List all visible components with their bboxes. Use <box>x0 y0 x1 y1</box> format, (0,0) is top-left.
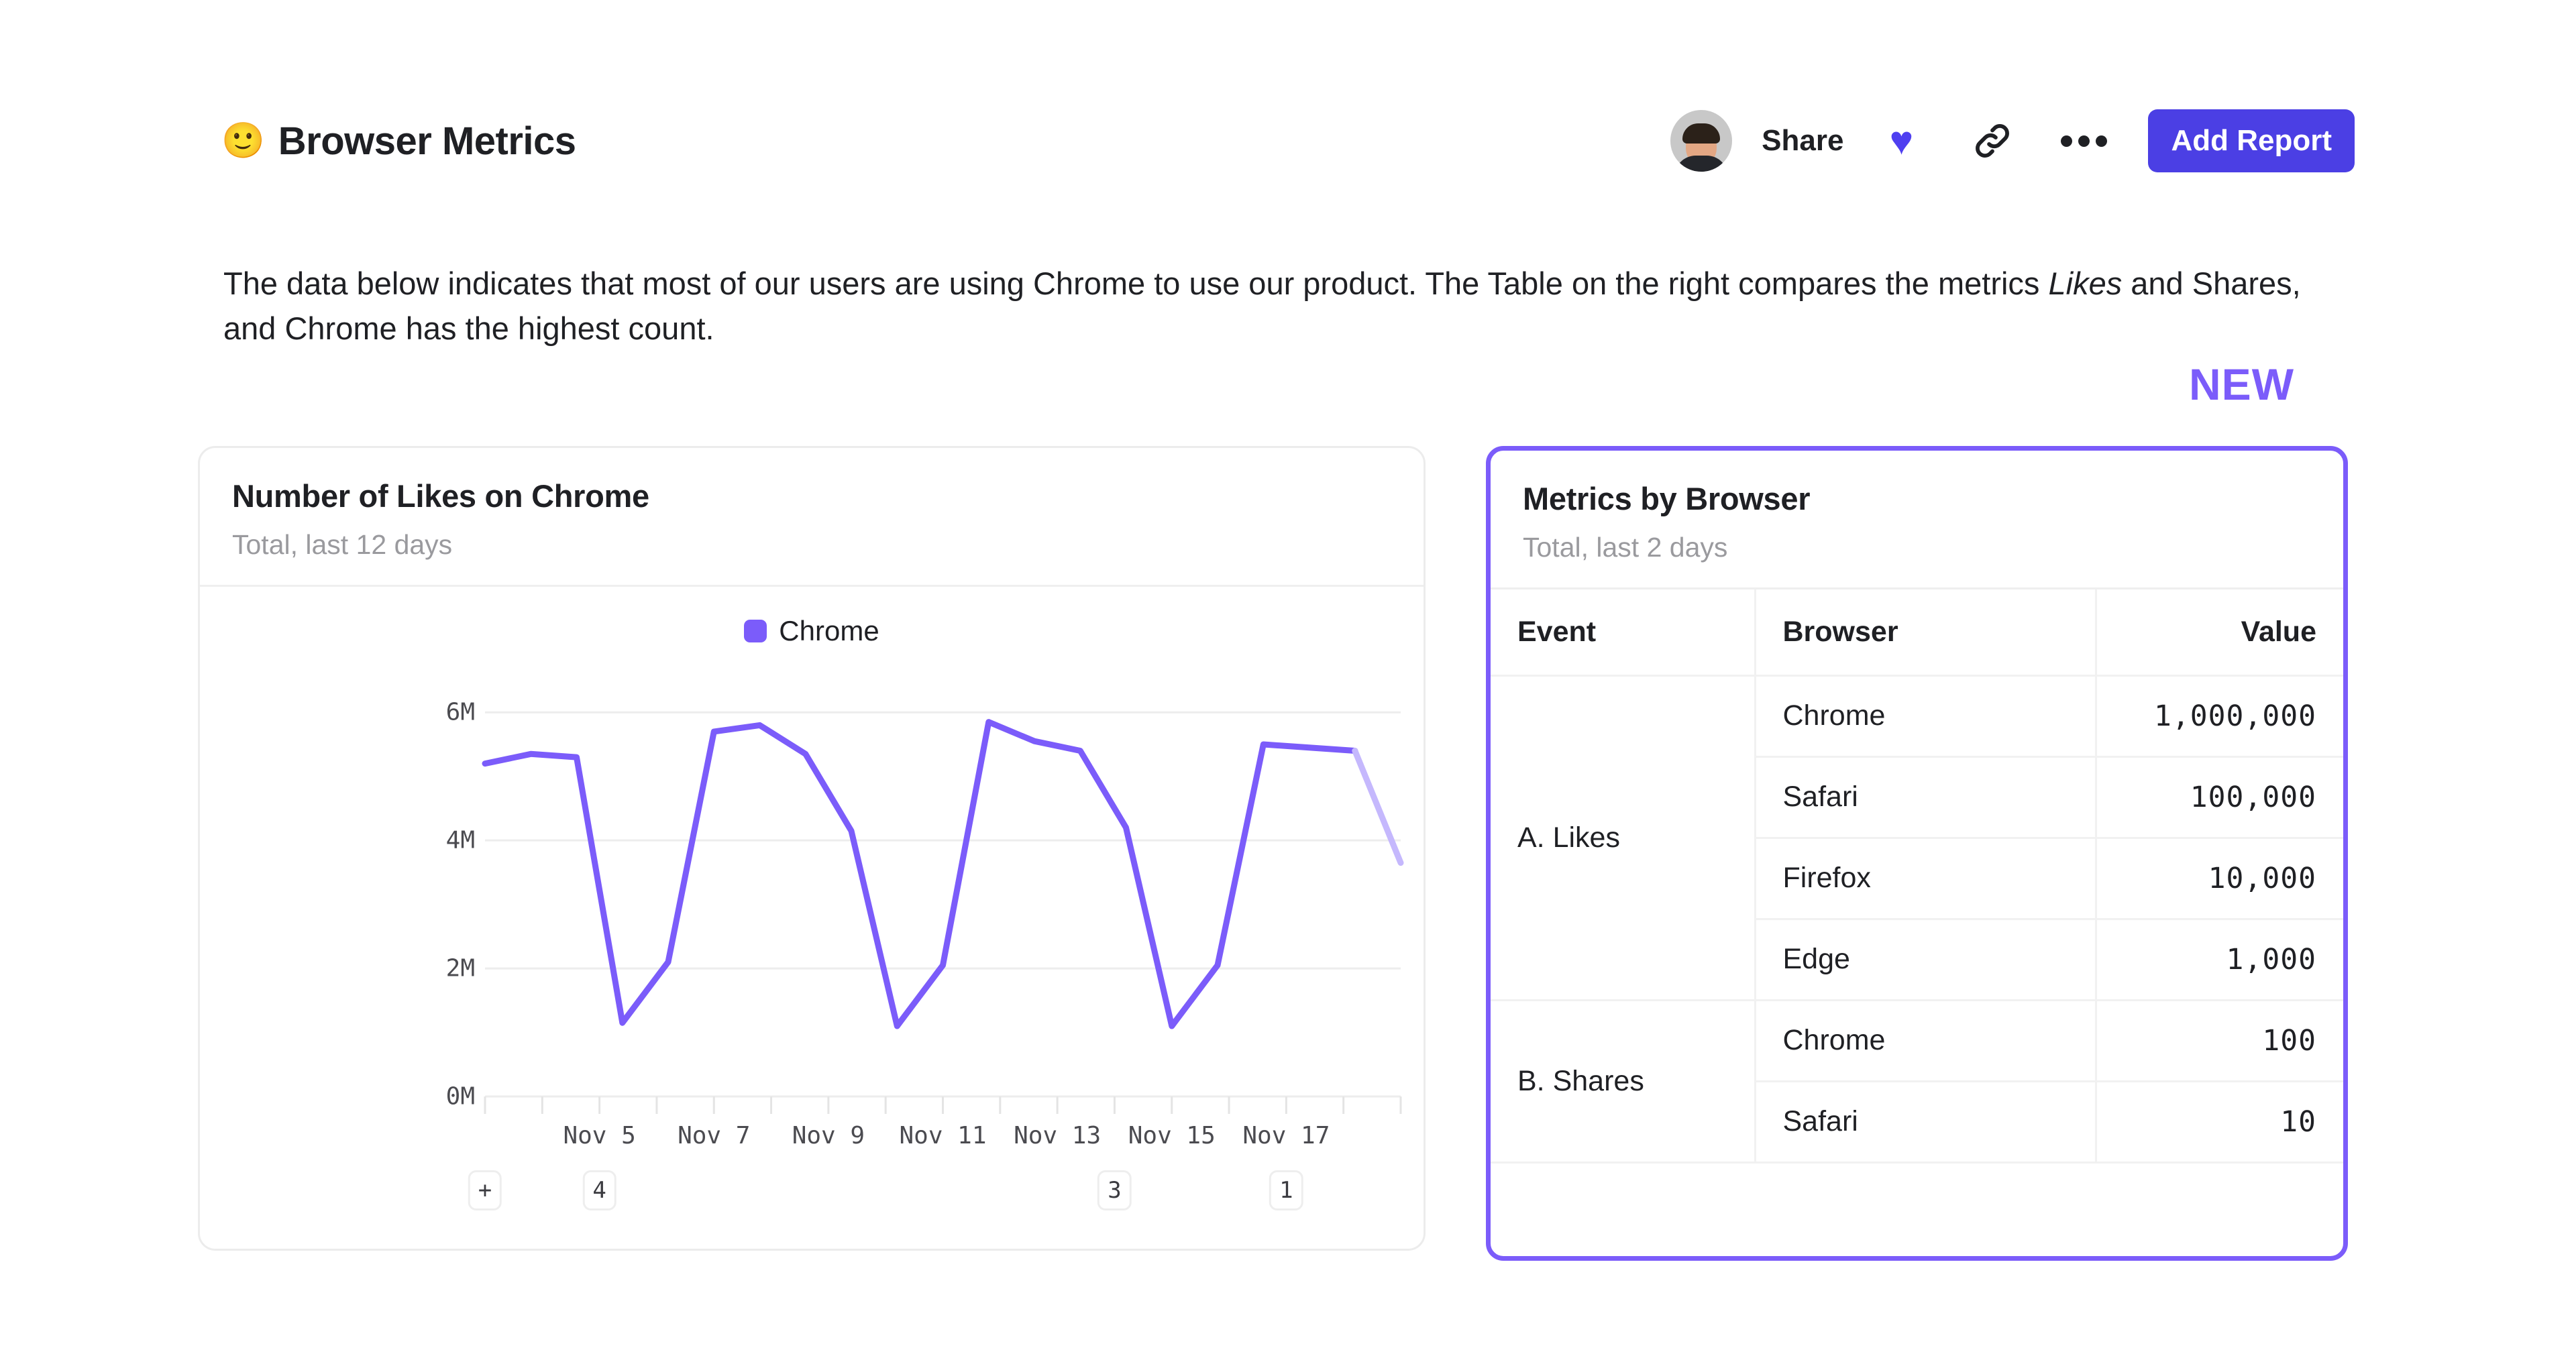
x-axis-tick-label: Nov 15 <box>1128 1122 1216 1149</box>
chart-legend[interactable]: Chrome <box>200 615 1424 647</box>
x-axis-tick-label: Nov 9 <box>792 1122 865 1149</box>
cell-value: 1,000,000 <box>2094 675 2343 758</box>
cell-browser: Safari <box>1754 1081 2096 1164</box>
cell-browser: Safari <box>1754 756 2096 839</box>
page-header: 🙂 Browser Metrics Share ♥ <box>221 101 2355 181</box>
chart-card-subtitle: Total, last 12 days <box>232 529 453 560</box>
like-button[interactable]: ♥ <box>1868 107 1935 174</box>
series-line-chrome <box>482 719 1358 1029</box>
series-line-chrome-projected <box>1352 748 1404 866</box>
x-axis-tick-label: Nov 17 <box>1242 1122 1330 1149</box>
column-header-browser[interactable]: Browser <box>1754 589 2096 677</box>
description-part-2: and Shares, and Chrome has the highest c… <box>223 266 2301 346</box>
y-axis-tick-label: 4M <box>445 826 475 854</box>
table-row[interactable]: B. Shares Chrome 100 <box>1491 1000 2343 1164</box>
x-axis-tick-label: Nov 11 <box>899 1122 987 1149</box>
report-description: The data below indicates that most of ou… <box>223 262 2316 351</box>
cell-browser: Firefox <box>1754 838 2096 920</box>
chart-plot: 0M 2M 4M 6M Nov 5 Nov 7 Nov 9 Nov 11 Nov 13 Nov 1… <box>200 587 1424 1210</box>
share-button[interactable]: Share <box>1762 124 1844 157</box>
cell-browser: Chrome <box>1754 1000 2096 1082</box>
metrics-table-card: Metrics by Browser Total, last 2 days Ev… <box>1486 446 2348 1261</box>
axis-chip[interactable]: + <box>468 1170 502 1210</box>
chart-card-divider <box>200 585 1424 587</box>
link-icon <box>1976 124 2010 158</box>
legend-label-chrome: Chrome <box>779 615 879 646</box>
table-row[interactable]: Edge 1,000 <box>1491 919 2343 1001</box>
avatar-hair <box>1682 123 1721 144</box>
y-axis-tick-label: 0M <box>445 1082 475 1111</box>
table-card-title: Metrics by Browser <box>1523 481 1811 516</box>
axis-chip[interactable]: 1 <box>1269 1170 1303 1210</box>
table-row[interactable]: Safari 10 <box>1491 1081 2343 1164</box>
cell-event: B. Shares <box>1491 1000 1755 1164</box>
table-header: Event Browser Value <box>1491 589 2343 677</box>
more-horizontal-icon <box>2060 135 2107 147</box>
x-axis-tick-label: Nov 13 <box>1014 1122 1102 1149</box>
avatar-body <box>1674 156 1729 172</box>
y-axis-tick-label: 6M <box>445 698 475 726</box>
table-row[interactable]: Safari 100,000 <box>1491 756 2343 839</box>
y-axis-tick-label: 2M <box>445 954 475 982</box>
cell-value: 100,000 <box>2094 756 2343 839</box>
header-actions: Share ♥ Add Report <box>1670 107 2355 174</box>
cell-event: A. Likes <box>1491 675 1755 1001</box>
x-axis-tick-label: Nov 5 <box>563 1122 636 1149</box>
column-header-value[interactable]: Value <box>2094 589 2343 677</box>
chart-area: Chrome 0M 2M 4M 6M Nov 5 Nov 7 Nov 9 Nov 11 Nov … <box>200 587 1424 1210</box>
x-axis-tick-label: Nov 7 <box>678 1122 751 1149</box>
smiley-face-icon: 🙂 <box>221 121 265 160</box>
metrics-table: Event Browser Value A. Likes Chrome 1,000,… <box>1491 589 2343 1164</box>
chart-card-title: Number of Likes on Chrome <box>232 478 649 514</box>
chart-card: Number of Likes on Chrome Total, last 12… <box>198 446 1426 1251</box>
table-row[interactable]: Firefox 10,000 <box>1491 838 2343 920</box>
cell-value: 100 <box>2094 1000 2343 1082</box>
table-card-header: Metrics by Browser Total, last 2 days <box>1491 451 2343 563</box>
new-badge: NEW <box>2189 359 2294 409</box>
table-row[interactable]: A. Likes Chrome 1,000,000 <box>1491 675 2343 1001</box>
table-header-row: Event Browser Value <box>1491 589 2343 677</box>
cell-value: 1,000 <box>2094 919 2343 1001</box>
description-part-1: The data below indicates that most of ou… <box>223 266 2049 301</box>
copy-link-button[interactable] <box>1959 107 2026 174</box>
heart-icon: ♥ <box>1889 118 1914 163</box>
title-group: 🙂 Browser Metrics <box>221 119 576 164</box>
cell-browser: Chrome <box>1754 675 2096 758</box>
legend-swatch-chrome <box>744 620 767 642</box>
chart-card-header: Number of Likes on Chrome Total, last 12… <box>200 448 1424 561</box>
cell-value: 10 <box>2094 1081 2343 1164</box>
table-card-subtitle: Total, last 2 days <box>1523 532 1728 563</box>
line-chart-svg <box>482 711 1404 1114</box>
cell-value: 10,000 <box>2094 838 2343 920</box>
axis-chip[interactable]: 3 <box>1097 1170 1132 1210</box>
description-emphasis: Likes <box>2048 266 2123 301</box>
add-report-button[interactable]: Add Report <box>2148 109 2355 172</box>
axis-chip[interactable]: 4 <box>582 1170 616 1210</box>
table-body: A. Likes Chrome 1,000,000 Safari 100,000 Fire… <box>1491 675 2343 1164</box>
avatar[interactable] <box>1670 110 1733 172</box>
table-card-divider <box>1491 587 2343 589</box>
cell-browser: Edge <box>1754 919 2096 1001</box>
column-header-event[interactable]: Event <box>1491 589 1755 677</box>
page-title: Browser Metrics <box>278 119 576 163</box>
more-options-button[interactable] <box>2050 107 2117 174</box>
